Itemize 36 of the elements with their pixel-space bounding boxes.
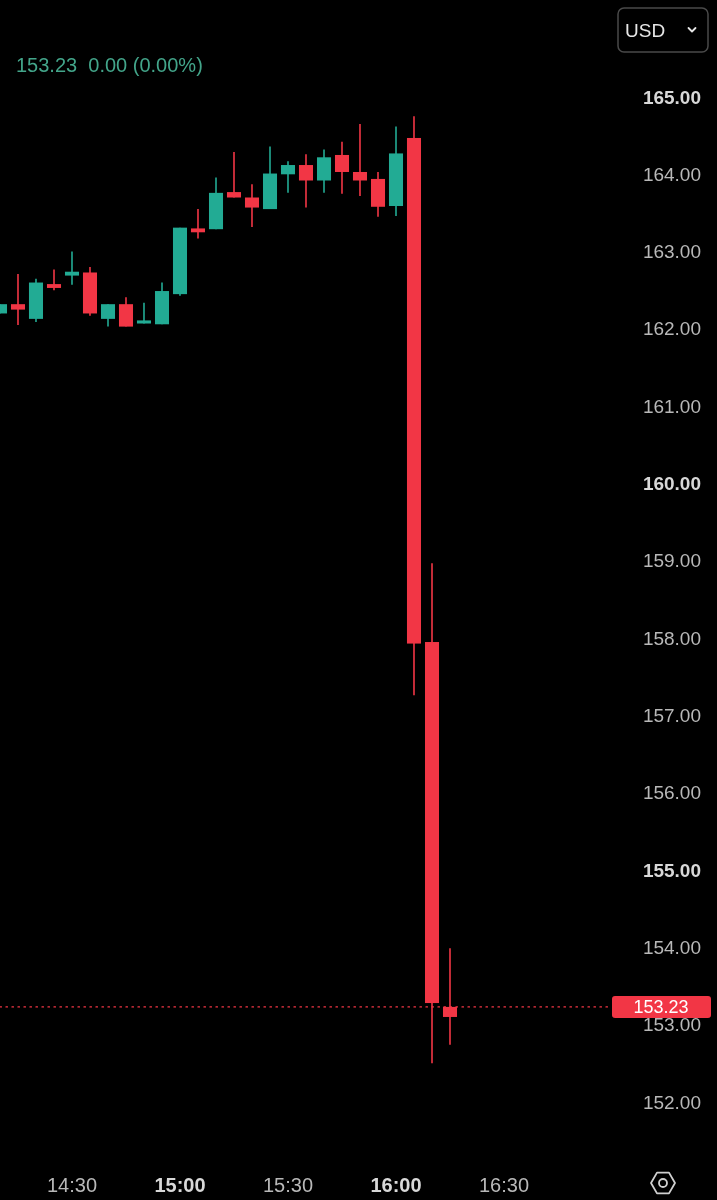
candlestick — [118, 296, 134, 328]
y-tick-label: 157.00 — [642, 704, 701, 726]
y-tick-label: 161.00 — [642, 395, 701, 417]
chart-subtitle: 153.23 0.00 (0.00%) — [16, 54, 203, 76]
y-tick-label: 152.00 — [642, 1091, 701, 1113]
candlestick — [280, 160, 296, 194]
candlestick — [100, 303, 116, 328]
y-tick-label: 164.00 — [642, 163, 701, 185]
candlestick — [136, 301, 151, 325]
x-tick-label: 16:00 — [370, 1174, 422, 1196]
y-tick-label: 159.00 — [642, 550, 701, 572]
y-tick-label: 154.00 — [642, 936, 701, 958]
x-tick-label: 15:30 — [262, 1174, 314, 1196]
candlestick — [244, 183, 260, 228]
candlestick — [352, 123, 368, 197]
candlestick — [64, 250, 80, 286]
candlestick — [190, 208, 206, 240]
candlestick — [334, 141, 350, 195]
ref-line-label: 153.23 — [633, 996, 689, 1017]
candlestick — [226, 151, 242, 199]
y-tick-label: 155.00 — [642, 859, 701, 881]
y-tick-label: 160.00 — [642, 473, 701, 495]
y-tick-label: 158.00 — [642, 627, 701, 649]
candlestick — [316, 148, 332, 194]
x-tick-label: 15:00 — [154, 1174, 206, 1196]
candlestick — [46, 268, 62, 292]
candlestick — [298, 153, 314, 209]
x-tick-label: 16:30 — [478, 1174, 530, 1196]
y-tick-label: 162.00 — [642, 318, 701, 340]
y-axis-title: USD — [625, 20, 666, 41]
y-tick-label: 156.00 — [642, 782, 701, 804]
y-tick-label: 163.00 — [642, 241, 701, 263]
y-tick-label: 153.00 — [642, 1014, 701, 1036]
x-tick-label: 14:30 — [46, 1174, 98, 1196]
y-tick-label: 165.00 — [642, 86, 701, 108]
candlestick — [10, 273, 26, 326]
